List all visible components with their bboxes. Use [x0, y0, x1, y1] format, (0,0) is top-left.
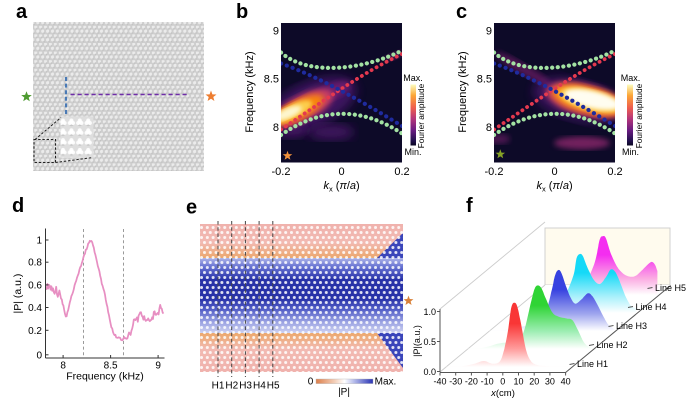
svg-text:0: 0 — [36, 350, 42, 361]
svg-text:Frequency (kHz): Frequency (kHz) — [66, 371, 144, 383]
svg-text:9: 9 — [486, 26, 492, 38]
svg-text:b: b — [236, 1, 248, 23]
svg-text:H1: H1 — [212, 381, 225, 392]
svg-text:30: 30 — [545, 377, 555, 387]
svg-text:-10: -10 — [481, 377, 494, 387]
svg-text:Max.: Max. — [403, 73, 423, 83]
svg-text:Line H2: Line H2 — [597, 340, 628, 350]
svg-text:|P|: |P| — [338, 387, 350, 398]
svg-text:Line H5: Line H5 — [655, 283, 686, 293]
svg-text:8: 8 — [486, 122, 492, 134]
svg-text:9: 9 — [273, 26, 279, 38]
svg-text:e: e — [186, 197, 197, 219]
svg-text:0.5: 0.5 — [423, 337, 436, 347]
svg-text:|P|(a.u.): |P|(a.u.) — [412, 325, 422, 357]
svg-text:H5: H5 — [267, 381, 280, 392]
svg-text:d: d — [12, 195, 24, 217]
svg-text:0.2: 0.2 — [28, 326, 42, 337]
svg-text:8: 8 — [273, 122, 279, 134]
svg-text:-30: -30 — [449, 377, 462, 387]
svg-text:0: 0 — [338, 166, 344, 178]
svg-text:-0.2: -0.2 — [272, 166, 291, 178]
svg-text:0.2: 0.2 — [394, 166, 409, 178]
svg-text:8.5: 8.5 — [477, 74, 492, 86]
svg-text:|P| (a.u.): |P| (a.u.) — [12, 274, 24, 314]
svg-text:Frequency (kHz): Frequency (kHz) — [457, 51, 469, 132]
svg-text:1: 1 — [36, 236, 42, 247]
svg-text:Frequency (kHz): Frequency (kHz) — [244, 51, 256, 132]
svg-text:8.5: 8.5 — [104, 361, 118, 372]
svg-text:-20: -20 — [465, 377, 478, 387]
svg-text:Line H1: Line H1 — [577, 359, 608, 369]
svg-text:0.2: 0.2 — [607, 166, 622, 178]
svg-text:Min.: Min. — [622, 147, 639, 157]
svg-text:x(cm): x(cm) — [490, 388, 515, 399]
svg-text:0: 0 — [500, 377, 505, 387]
svg-text:H4: H4 — [253, 381, 266, 392]
svg-text:0.0: 0.0 — [423, 367, 436, 377]
svg-text:Line H3: Line H3 — [616, 321, 647, 331]
svg-text:0.4: 0.4 — [28, 303, 42, 314]
svg-text:10: 10 — [513, 377, 523, 387]
svg-text:H2: H2 — [225, 381, 238, 392]
svg-text:0: 0 — [551, 166, 557, 178]
svg-text:f: f — [466, 195, 473, 217]
svg-text:0.6: 0.6 — [28, 280, 42, 291]
svg-text:a: a — [16, 1, 28, 23]
svg-text:1.0: 1.0 — [423, 307, 436, 317]
svg-text:20: 20 — [529, 377, 539, 387]
svg-text:-40: -40 — [433, 377, 446, 387]
svg-text:Min.: Min. — [404, 147, 421, 157]
svg-text:-0.2: -0.2 — [485, 166, 504, 178]
svg-text:Max.: Max. — [621, 73, 641, 83]
svg-text:Max.: Max. — [375, 376, 397, 387]
svg-text:kx (π/a): kx (π/a) — [324, 180, 360, 194]
svg-text:9: 9 — [155, 361, 161, 372]
svg-text:40: 40 — [561, 377, 571, 387]
svg-text:Line H4: Line H4 — [636, 302, 667, 312]
svg-text:H3: H3 — [239, 381, 252, 392]
svg-text:8.5: 8.5 — [264, 74, 279, 86]
svg-text:c: c — [456, 1, 467, 23]
svg-text:Fourier amplitude: Fourier amplitude — [416, 83, 426, 148]
svg-text:kx (π/a): kx (π/a) — [537, 180, 573, 194]
svg-text:Fourier amplitude: Fourier amplitude — [634, 83, 644, 148]
svg-text:8: 8 — [60, 361, 66, 372]
svg-text:0.8: 0.8 — [28, 258, 42, 269]
svg-text:0: 0 — [308, 376, 314, 387]
